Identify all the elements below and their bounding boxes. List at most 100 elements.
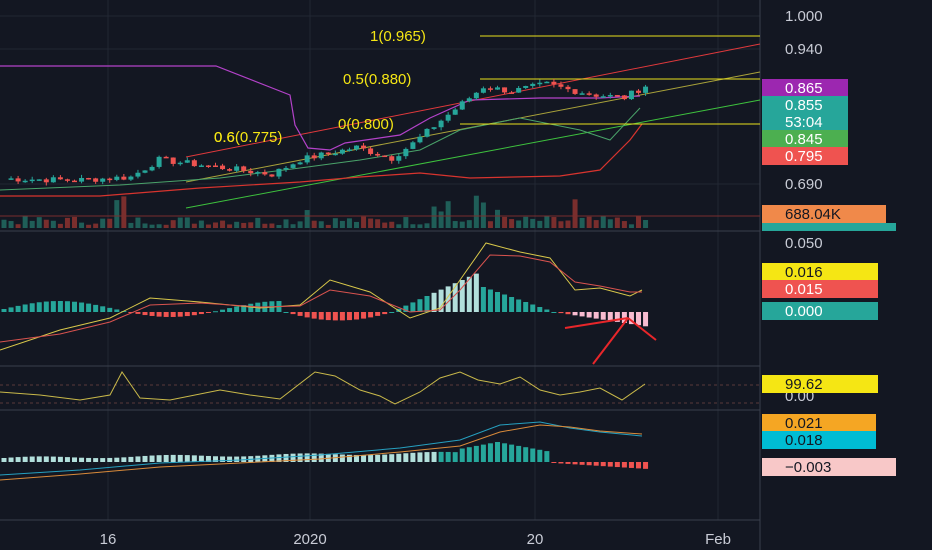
osc-tag-bg (762, 414, 876, 432)
rsi-line (0, 371, 646, 405)
macd-tag-bg (762, 302, 878, 320)
volume-bar (149, 224, 155, 228)
candle-body (346, 149, 352, 151)
volume-bar (121, 196, 127, 228)
volume-bar (57, 223, 63, 228)
macd-histogram-bar (93, 304, 99, 312)
candle-body (332, 153, 338, 156)
macd-histogram-bar (389, 312, 395, 313)
osc-tag: 0.018 (785, 432, 823, 449)
osc-histogram-bar (480, 444, 486, 462)
volume-bar (8, 221, 14, 228)
volume-bar (346, 218, 352, 228)
candle-body (621, 95, 627, 100)
volume-bar (220, 220, 226, 228)
macd-histogram-bar (431, 292, 437, 312)
macd-tag: 0.015 (785, 281, 823, 298)
osc-histogram-bar (15, 457, 21, 462)
osc-tag-bg (762, 431, 876, 449)
candle-body (198, 165, 204, 167)
fib-label-overlap: 0.6 (214, 129, 235, 146)
osc-histogram-bar (149, 455, 155, 462)
volume-bar (636, 216, 641, 228)
price-tag-bg (762, 147, 848, 165)
band-upper (0, 65, 641, 151)
macd-histogram-bar (593, 312, 599, 319)
volume-tag: 688.04K (785, 206, 841, 223)
volume-bar (438, 211, 444, 228)
osc-histogram-bar (276, 454, 282, 462)
volume-bar (255, 217, 261, 228)
macd-histogram-bar (530, 304, 536, 312)
osc-histogram-bar (198, 455, 204, 462)
osc-histogram-bar (389, 454, 395, 462)
volume-bar (382, 222, 388, 228)
macd-histogram-bar (368, 312, 374, 318)
macd-histogram-bar (332, 312, 338, 321)
osc-histogram-bar (43, 456, 49, 462)
macd-tag-bg (762, 280, 878, 298)
osc-histogram-bar (22, 456, 28, 462)
volume-bar (375, 219, 381, 228)
candle-body (614, 95, 620, 97)
macd-histogram-bar (1, 309, 7, 312)
candle-body (354, 145, 359, 150)
fib-label: 0.5(0.880) (343, 71, 411, 88)
osc-histogram-bar (311, 453, 317, 462)
candle-body (15, 178, 21, 182)
candle-body (544, 81, 550, 84)
volume-bars (0, 195, 760, 228)
price-tag-bg (762, 96, 848, 114)
candle-body (565, 86, 571, 90)
rsi-tag: 99.62 (785, 376, 823, 393)
band-lower (0, 123, 643, 197)
volume-bar (607, 219, 613, 228)
price-bands (0, 65, 643, 197)
candle-body (156, 156, 162, 167)
candle-body (318, 152, 324, 159)
volume-bar (64, 217, 70, 228)
volume-bar (269, 223, 275, 228)
osc-histogram-bar (79, 457, 85, 462)
volume-bar (509, 219, 515, 228)
osc-histogram-bar (452, 452, 458, 462)
macd-histogram-bar (417, 299, 423, 312)
time-axis-tick: 16 (100, 531, 117, 548)
volume-bar (628, 224, 634, 228)
macd-tag: 0.016 (785, 264, 823, 281)
candle-body (636, 90, 641, 93)
volume-bar (318, 221, 324, 228)
osc-histogram-bar (184, 455, 190, 462)
candle-body (607, 95, 613, 97)
volume-bar (135, 217, 141, 228)
osc-slow-line (0, 424, 643, 481)
candle-body (43, 179, 49, 183)
candle-body (248, 170, 254, 174)
osc-histogram-bar (410, 452, 416, 462)
osc-histogram-bar (572, 462, 578, 465)
macd-histogram-bar (50, 301, 56, 312)
osc-histogram-bar (375, 454, 381, 462)
volume-bar (50, 220, 56, 228)
osc-histogram-bar (64, 457, 70, 462)
osc-histogram-bar (382, 454, 388, 462)
fib-label: 0(0.800) (338, 116, 394, 133)
annotation-arrow (564, 317, 657, 365)
volume-bar (100, 218, 106, 228)
macd-axis-tick: 0.050 (785, 235, 823, 252)
volume-bar (248, 222, 254, 228)
candle-body (114, 176, 120, 180)
volume-bar (424, 223, 430, 228)
candle-body (452, 109, 458, 115)
osc-histogram-bar (121, 457, 127, 462)
osc-tag: 0.021 (785, 415, 823, 432)
osc-tag-bg (762, 458, 896, 476)
macd-histogram-bar (607, 312, 613, 321)
macd-histogram-bar (325, 312, 331, 321)
candle-body (593, 94, 599, 97)
candle-body (220, 165, 226, 170)
osc-histogram-bar (234, 456, 240, 462)
candle-body (297, 162, 303, 165)
